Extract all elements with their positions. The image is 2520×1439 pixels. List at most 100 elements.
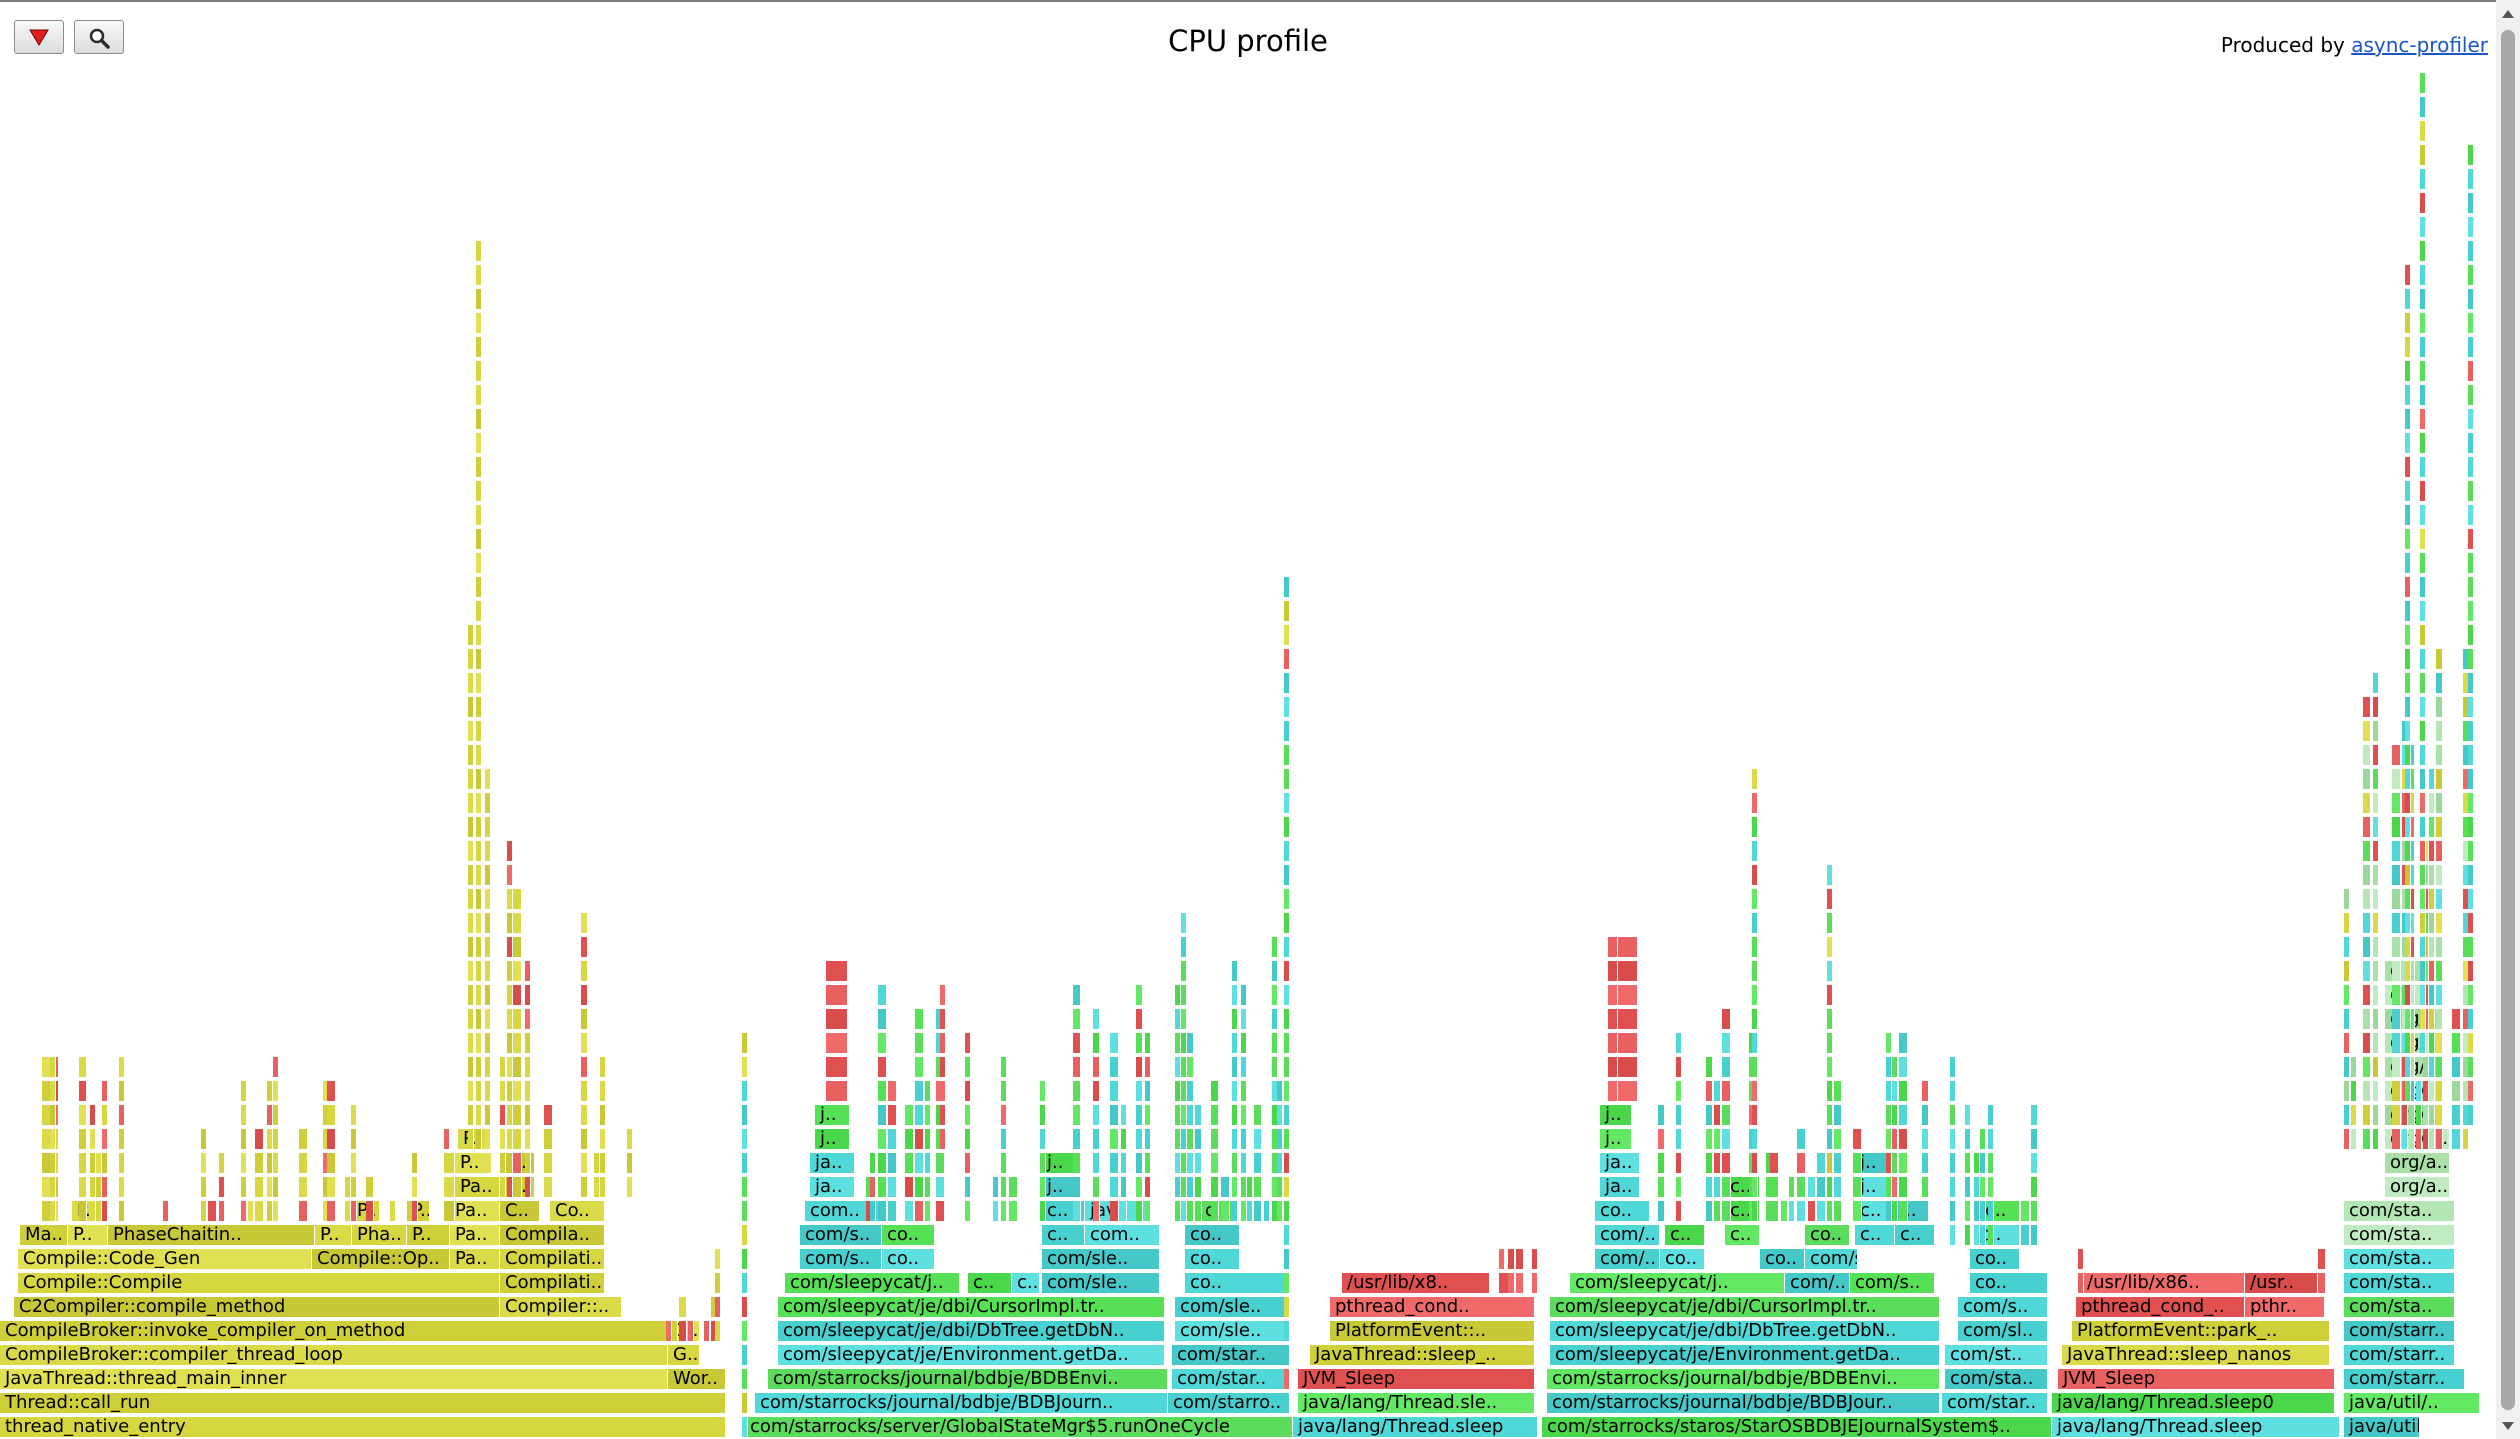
flame-frame[interactable] [1232, 1177, 1238, 1198]
flame-frame[interactable] [351, 1105, 357, 1126]
flame-frame[interactable] [2468, 577, 2474, 598]
flame-frame[interactable] [476, 889, 482, 910]
flame-frame[interactable] [2405, 985, 2411, 1006]
flame-frame[interactable] [2405, 697, 2411, 718]
flame-frame[interactable] [1009, 1201, 1018, 1222]
flame-frame[interactable] [2420, 121, 2426, 142]
flame-frame[interactable] [1110, 1033, 1119, 1054]
flame-frame[interactable] [1516, 1273, 1524, 1294]
flame-frame[interactable] [826, 1057, 848, 1078]
flame-frame[interactable] [273, 1081, 279, 1102]
flame-frame[interactable] [241, 1081, 247, 1102]
flame-frame[interactable] [1040, 1153, 1046, 1174]
flame-frame[interactable]: JavaThread::sleep_.. [1310, 1345, 1535, 1366]
flame-frame[interactable] [507, 841, 513, 862]
flame-frame[interactable]: com/starrocks/journal/bdbje/BDBJour.. [1547, 1393, 1940, 1414]
flame-frame[interactable] [2405, 481, 2411, 502]
flame-frame[interactable] [2420, 217, 2426, 238]
flame-frame[interactable] [1980, 1177, 1986, 1198]
flame-frame[interactable]: co.. [1185, 1273, 1290, 1294]
flame-frame[interactable] [2468, 1009, 2474, 1030]
flame-frame[interactable]: java/lang/Thread.sle.. [1298, 1393, 1535, 1414]
flame-frame[interactable] [2392, 769, 2401, 790]
flame-frame[interactable] [241, 1201, 247, 1222]
flame-frame[interactable]: Pa.. [450, 1225, 500, 1246]
flame-frame[interactable] [2318, 1249, 2326, 1270]
flame-frame[interactable] [1827, 1177, 1833, 1198]
flame-frame[interactable] [79, 1105, 87, 1126]
flame-frame[interactable] [1752, 1105, 1758, 1126]
flame-frame[interactable] [2468, 889, 2474, 910]
flame-frame[interactable] [1752, 865, 1758, 886]
flame-frame[interactable] [2468, 649, 2474, 670]
flame-frame[interactable]: com/star.. [1172, 1369, 1290, 1390]
flame-frame[interactable] [905, 1129, 914, 1150]
flame-frame[interactable] [1752, 1177, 1758, 1198]
flame-frame[interactable] [679, 1321, 687, 1342]
flame-frame[interactable] [2420, 985, 2426, 1006]
flame-frame[interactable] [581, 1105, 588, 1126]
flame-frame[interactable] [513, 1129, 522, 1150]
flame-frame[interactable] [2468, 433, 2474, 454]
flame-frame[interactable] [1827, 913, 1833, 934]
flame-frame[interactable] [468, 913, 474, 934]
flame-frame[interactable] [2031, 1225, 2038, 1246]
flame-frame[interactable]: java/util/.. [2344, 1417, 2420, 1438]
flame-frame[interactable]: Compilati.. [500, 1249, 605, 1270]
flame-frame[interactable] [2373, 1057, 2379, 1078]
flame-frame[interactable] [299, 1177, 308, 1198]
flame-frame[interactable] [1001, 1177, 1007, 1198]
flame-frame[interactable] [485, 841, 491, 862]
flame-frame[interactable]: PhaseChaitin.. [108, 1225, 315, 1246]
flame-frame[interactable] [1145, 1177, 1151, 1198]
flame-frame[interactable] [1950, 1177, 1956, 1198]
flame-frame[interactable]: CompileBroker::compiler_thread_loop [0, 1345, 668, 1366]
flame-frame[interactable] [50, 1129, 56, 1150]
flame-frame[interactable]: com/sle.. [1042, 1249, 1160, 1270]
flame-frame[interactable] [2363, 889, 2371, 910]
flame-frame[interactable] [1886, 1153, 1892, 1174]
flame-frame[interactable] [1988, 1201, 1994, 1222]
flame-frame[interactable] [1965, 1129, 1971, 1150]
flame-frame[interactable] [1980, 1201, 1986, 1222]
flame-frame[interactable] [870, 1177, 876, 1198]
flame-frame[interactable] [1899, 1105, 1908, 1126]
flame-frame[interactable] [940, 985, 946, 1006]
flame-frame[interactable]: ja.. [810, 1153, 855, 1174]
flame-frame[interactable] [1284, 937, 1290, 958]
flame-frame[interactable] [248, 1201, 254, 1222]
flame-frame[interactable]: com/starrocks/server/GlobalStateMgr$5.ru… [745, 1417, 1293, 1438]
flame-frame[interactable] [485, 889, 491, 910]
flame-frame[interactable] [544, 1177, 553, 1198]
flame-frame[interactable] [1284, 865, 1290, 886]
flame-frame[interactable]: c.. [968, 1273, 1012, 1294]
flame-frame[interactable] [219, 1201, 225, 1222]
flame-frame[interactable] [2373, 961, 2379, 982]
flame-frame[interactable] [1284, 1081, 1290, 1102]
flame-frame[interactable]: org/a.. [2385, 1177, 2450, 1198]
flame-frame[interactable] [2468, 1057, 2474, 1078]
flame-frame[interactable] [476, 841, 482, 862]
flame-frame[interactable] [905, 1105, 914, 1126]
flame-frame[interactable] [1722, 1153, 1731, 1174]
flame-frame[interactable] [2423, 1129, 2429, 1150]
flame-frame[interactable] [925, 1153, 931, 1174]
flame-frame[interactable] [878, 1033, 887, 1054]
flame-frame[interactable]: co.. [1660, 1249, 1705, 1270]
flame-frame[interactable] [513, 1009, 522, 1030]
flame-frame[interactable] [2468, 985, 2474, 1006]
flame-frame[interactable] [507, 1081, 513, 1102]
flame-frame[interactable]: P.. [407, 1225, 450, 1246]
flame-frame[interactable] [2078, 1249, 2084, 1270]
flame-frame[interactable] [449, 1177, 455, 1198]
flame-frame[interactable] [1284, 1105, 1290, 1126]
flame-frame[interactable] [1284, 1153, 1290, 1174]
flame-frame[interactable] [2363, 1009, 2371, 1030]
flame-frame[interactable] [327, 1105, 336, 1126]
flame-frame[interactable] [1612, 1081, 1618, 1102]
flame-frame[interactable] [1232, 1153, 1238, 1174]
flame-frame[interactable]: com.. [805, 1201, 880, 1222]
flame-frame[interactable] [1121, 1201, 1127, 1222]
flame-frame[interactable] [2420, 529, 2426, 550]
flame-frame[interactable]: com/sl.. [1958, 1321, 2048, 1342]
